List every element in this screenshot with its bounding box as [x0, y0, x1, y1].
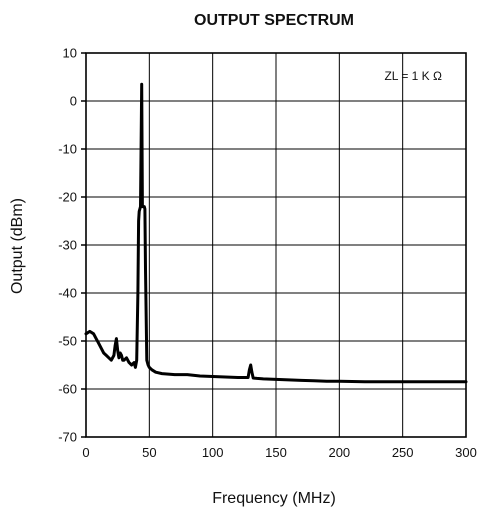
y-tick-label: 10 [63, 46, 77, 61]
x-tick-label: 200 [328, 445, 350, 460]
y-tick-label: -30 [58, 238, 77, 253]
y-tick-label: -50 [58, 334, 77, 349]
chart-title: OUTPUT SPECTRUM [194, 12, 354, 29]
grid-layer [86, 53, 466, 437]
y-tick-label: -10 [58, 142, 77, 157]
x-axis-label: Frequency (MHz) [212, 490, 336, 507]
y-tick-label: -20 [58, 190, 77, 205]
y-axis-label: Output (dBm) [9, 198, 26, 294]
y-tick-label: -40 [58, 286, 77, 301]
x-tick-label: 300 [455, 445, 477, 460]
x-tick-label: 250 [392, 445, 414, 460]
x-tick-label: 50 [142, 445, 156, 460]
spectrum-series-line [84, 82, 468, 384]
x-tick-label: 0 [82, 445, 89, 460]
x-tick-label: 150 [265, 445, 287, 460]
x-tick-label: 100 [202, 445, 224, 460]
load-annotation: ZL = 1 K Ω [384, 69, 442, 83]
y-tick-label: -60 [58, 382, 77, 397]
tick-layer: 0 50 100 150 200 250 300100-10-20-30-40-50-60-… [58, 46, 477, 461]
y-tick-label: 0 [70, 94, 77, 109]
y-tick-label: -70 [58, 430, 77, 445]
